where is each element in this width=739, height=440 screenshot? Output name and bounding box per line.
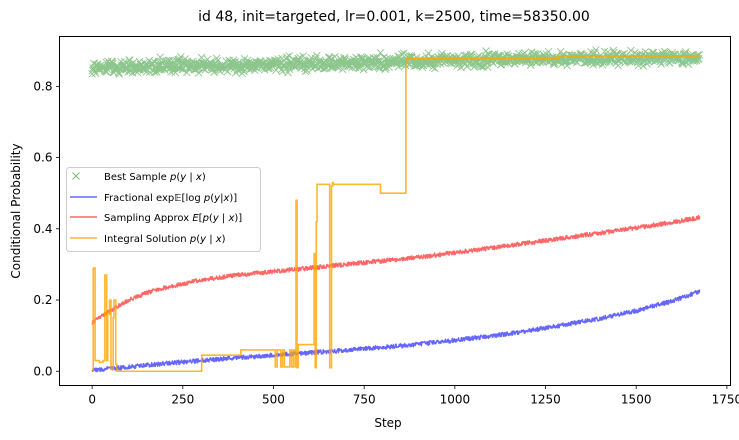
legend-label-integral: Integral Solution p(y | x) [104,234,226,245]
x-tick-label: 750 [353,393,376,407]
series-sampling-approx [91,214,701,325]
y-tick-label: 0.8 [33,79,52,93]
x-tick-label: 1500 [621,393,652,407]
legend-swatch-best-sample-x-marker [72,172,80,180]
legend-box [66,167,261,252]
x-tick-label: 1250 [530,393,561,407]
y-tick-label: 0.6 [33,151,52,165]
x-axis-label: Step [374,416,401,430]
legend-entry-best-sample: Best Sample p(y | x) [72,172,206,183]
series-layer [88,46,704,373]
y-tick-label: 0.2 [33,293,52,307]
legend-label-best-sample: Best Sample p(y | x) [104,172,206,183]
y-tick-label: 0.4 [33,222,52,236]
series-integral-solution [92,55,700,373]
y-axis-label: Conditional Probability [9,143,23,278]
best-sample-x-markers [88,46,704,78]
x-axis-ticks: 0 250 500 750 1000 1250 1500 1750 [88,385,739,407]
legend-label-fractional: Fractional exp𝔼[log p(y|x)] [104,193,237,204]
x-tick-label: 1750 [712,393,739,407]
sampling-approx-line [91,214,701,325]
legend-entry-sampling: Sampling Approx E[p(y | x)] [70,213,242,224]
y-axis-ticks: 0.0 0.2 0.4 0.6 0.8 [33,79,60,378]
legend-entry-fractional: Fractional exp𝔼[log p(y|x)] [70,193,237,204]
plot-frame [59,36,731,386]
series-fractional [91,289,701,373]
x-tick-label: 1000 [440,393,471,407]
x-tick-label: 250 [171,393,194,407]
chart-title: id 48, init=targeted, lr=0.001, k=2500, … [198,9,590,25]
legend: Best Sample p(y | x) Fractional exp𝔼[log… [66,167,261,252]
fractional-line [91,289,701,373]
integral-solution-line [92,55,700,373]
legend-entry-integral: Integral Solution p(y | x) [70,234,226,245]
plot-area [59,36,731,386]
series-best-sample [88,46,704,78]
x-tick-label: 500 [262,393,285,407]
x-tick-label: 0 [88,393,96,407]
legend-label-sampling: Sampling Approx E[p(y | x)] [104,213,242,224]
y-tick-label: 0.0 [33,364,52,378]
